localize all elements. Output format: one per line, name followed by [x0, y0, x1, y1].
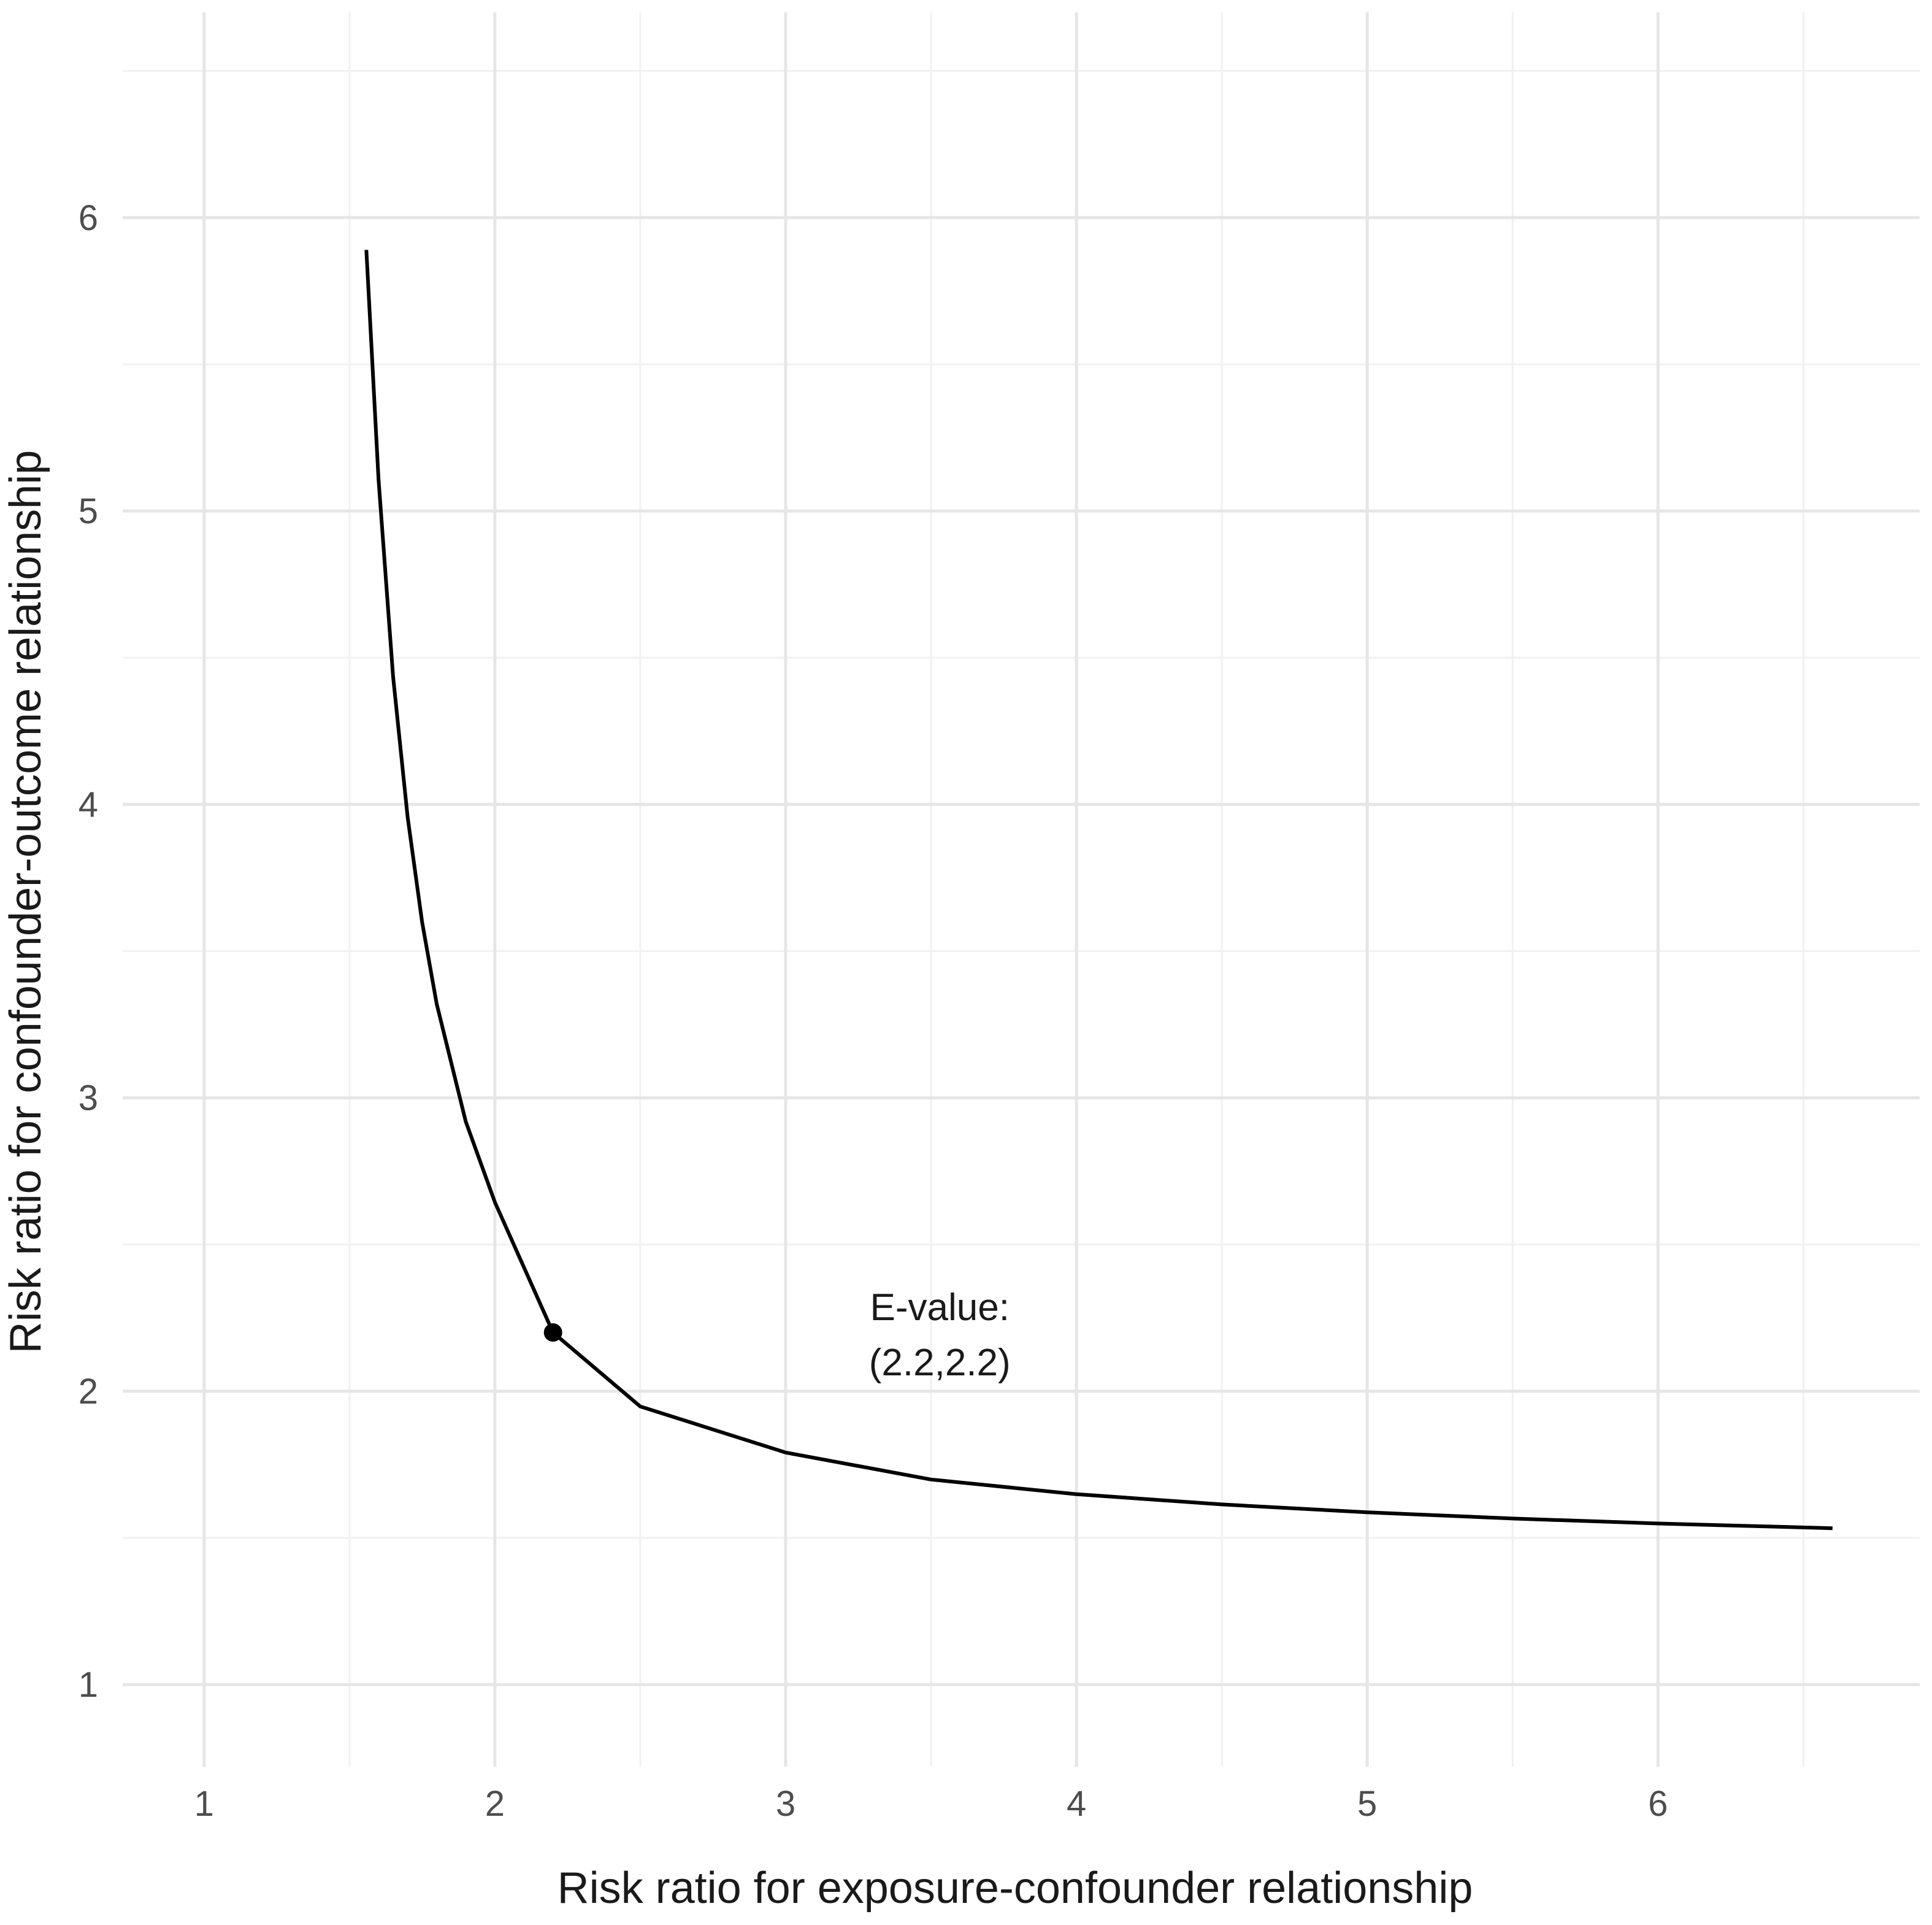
x-tick-label: 6: [1648, 1784, 1668, 1824]
evalue-curve: [364, 250, 1833, 1531]
y-tick-label: 4: [79, 785, 98, 824]
y-tick-label: 2: [79, 1372, 98, 1412]
x-tick-label: 5: [1357, 1784, 1377, 1824]
y-tick-label: 1: [79, 1665, 98, 1705]
y-tick-label: 6: [79, 198, 98, 238]
y-tick-label: 3: [79, 1078, 98, 1118]
x-tick-label: 1: [194, 1784, 214, 1824]
x-tick-label: 4: [1067, 1784, 1086, 1824]
x-tick-labels: 1 2 3 4 5 6: [194, 1784, 1668, 1824]
x-tick-label: 3: [776, 1784, 795, 1824]
grid: [123, 12, 1920, 1767]
y-tick-labels: 1 2 3 4 5 6: [79, 198, 98, 1705]
y-tick-label: 5: [79, 491, 98, 531]
x-axis-title: Risk ratio for exposure-confounder relat…: [558, 1864, 1473, 1913]
x-tick-label: 2: [485, 1784, 505, 1824]
evalue-annotation-value: (2.2,2.2): [869, 1342, 1011, 1384]
y-axis-title: Risk ratio for confounder-outcome relati…: [1, 450, 50, 1354]
evalue-annotation-label: E-value:: [870, 1286, 1010, 1329]
evalue-point: [543, 1323, 562, 1342]
